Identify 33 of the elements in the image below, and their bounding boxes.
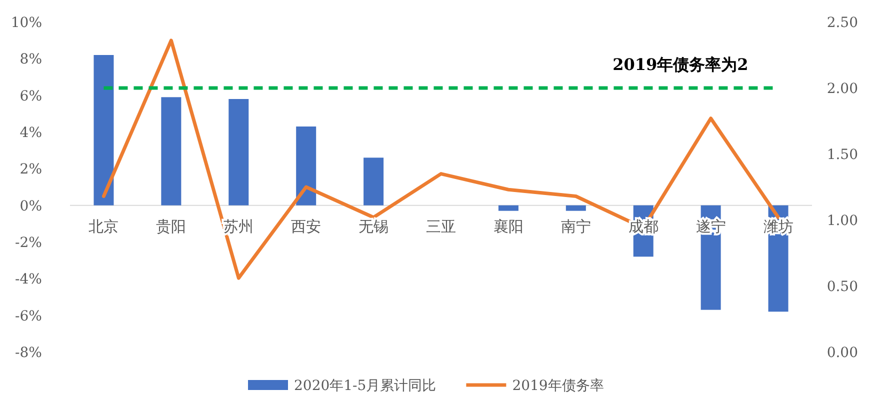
bar	[94, 55, 114, 206]
bar	[296, 126, 316, 206]
y-tick-label: 8%	[20, 52, 42, 68]
bar	[566, 205, 586, 211]
y2-tick-label: 1.50	[826, 147, 858, 163]
y-tick-label: 4%	[20, 125, 42, 141]
y-tick-label: -8%	[15, 345, 42, 361]
x-tick-label: 北京	[88, 217, 119, 236]
x-tick-label: 南宁	[560, 217, 591, 236]
y2-tick-label: 1.00	[826, 213, 858, 229]
x-tick-label: 三亚	[426, 217, 456, 236]
y2-tick-label: 2.50	[826, 15, 858, 31]
legend-label: 2020年1-5月累计同比	[294, 378, 436, 394]
y-tick-label: -6%	[15, 308, 42, 324]
bar	[498, 205, 518, 211]
legend-label: 2019年债务率	[512, 378, 604, 394]
y2-tick-label: 2.00	[826, 81, 858, 97]
bar	[161, 97, 182, 206]
bar	[228, 99, 249, 206]
y-tick-label: 2%	[20, 162, 42, 178]
bar	[364, 158, 384, 206]
y2-tick-label: 0.00	[826, 345, 858, 361]
y2-tick-label: 0.50	[826, 279, 858, 295]
y-tick-label: 0%	[20, 198, 42, 214]
y-tick-label: 6%	[20, 88, 42, 104]
y-tick-label: -2%	[15, 235, 42, 251]
x-tick-label: 襄阳	[493, 217, 524, 236]
x-tick-label: 西安	[291, 217, 322, 236]
x-tick-label: 贵阳	[156, 217, 186, 236]
x-tick-label: 无锡	[358, 217, 389, 236]
y-tick-label: -4%	[15, 272, 42, 288]
y-tick-label: 10%	[10, 15, 42, 31]
ref-line-label: 2019年债务率为2	[612, 55, 748, 74]
